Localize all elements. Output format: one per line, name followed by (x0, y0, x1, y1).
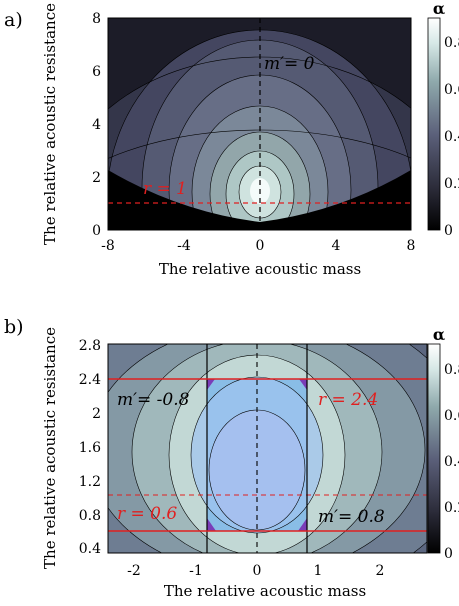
panel-a: a) m′= 0 r = 1 (4, 0, 459, 278)
panel-b: b) (4, 316, 459, 600)
panel-a-colorbar (427, 17, 441, 231)
panel-b-frame (107, 343, 428, 554)
panel-b-cb-tick: 0.6 (444, 408, 459, 424)
panel-a-xtick: 4 (332, 238, 341, 254)
panel-a-xtick: -4 (177, 238, 191, 254)
panel-a-contour-line-8 (225, 150, 295, 230)
panel-a-annotation-r1: r = 1 (143, 179, 187, 199)
panel-b-ytick: 2.4 (79, 372, 101, 388)
panel-a-annotation-m0: m′= 0 (264, 54, 315, 74)
panel-a-ylabel: The relative acoustic resistance (41, 3, 59, 245)
panel-a-cb-tick: 0.2 (444, 176, 459, 192)
panel-a-colorbar-label: α (433, 0, 445, 18)
panel-a-label: a) (4, 9, 23, 31)
panel-a-xlabel: The relative acoustic mass (159, 260, 361, 278)
panel-a-ytick: 6 (92, 64, 101, 80)
panel-b-annotation-m-minus: m′= -0.8 (117, 390, 190, 410)
panel-a-ytick: 4 (92, 117, 101, 133)
panel-a-contour-line-6 (191, 105, 329, 230)
panel-b-ytick: 0.8 (79, 508, 101, 524)
panel-b-ytick: 1.2 (79, 474, 101, 490)
panel-a-cb-tick: 0.6 (444, 82, 459, 98)
panel-b-xtick: -2 (127, 563, 141, 579)
panel-b-ytick: 1.6 (79, 440, 101, 456)
panel-a-contour-line-7 (209, 131, 311, 230)
panel-b-xtick: 2 (376, 563, 385, 579)
panel-b-xtick: 0 (253, 563, 262, 579)
panel-b-ytick: 2.8 (79, 338, 101, 354)
panel-b-xtick: 1 (314, 563, 323, 579)
panel-b-corner-mark (207, 518, 216, 531)
panel-b-cb-tick: 0.4 (444, 454, 459, 470)
panel-a-ytick: 8 (92, 11, 101, 27)
panel-b-cb-tick: 0.8 (444, 362, 459, 378)
panel-b-ytick: 0.4 (79, 541, 101, 557)
panel-b-cb-tick: 0.2 (444, 500, 459, 516)
panel-b-ytick: 2 (92, 406, 101, 422)
panel-b-corner-mark (207, 379, 215, 390)
panel-b-colorbar-label: α (433, 325, 445, 344)
panel-a-xtick: -8 (101, 238, 115, 254)
panel-a-xtick: 0 (256, 238, 265, 254)
panel-b-corner-mark (299, 379, 307, 390)
panel-b-contour-line-4 (131, 344, 383, 553)
panel-a-cb-tick: 0.8 (444, 35, 459, 51)
panel-a-xtick: 8 (407, 238, 416, 254)
panel-b-colorbar (427, 343, 441, 554)
panel-a-cb-tick: 0.4 (444, 129, 459, 145)
panel-b-contours (108, 344, 427, 553)
panel-b-label: b) (4, 316, 24, 338)
panel-b-annotation-r-lower: r = 0.6 (117, 504, 177, 524)
panel-b-annotation-r-upper: r = 2.4 (318, 390, 378, 410)
panel-a-cb-tick: 0 (444, 223, 453, 239)
panel-b-xlabel: The relative acoustic mass (164, 582, 366, 600)
panel-b-annotation-m-plus: m′= 0.8 (318, 507, 385, 527)
panel-b-cb-tick: 0 (444, 546, 453, 562)
panel-a-ytick: 0 (92, 223, 101, 239)
panel-a-dark-region (108, 170, 411, 230)
panel-a-frame (107, 17, 412, 231)
panel-a-ytick: 2 (92, 170, 101, 186)
panel-b-xtick: -1 (189, 563, 203, 579)
panel-b-contour-line-3 (108, 344, 426, 553)
panel-b-ylabel: The relative acoustic resistance (41, 327, 59, 569)
panel-b-corner-mark (298, 518, 307, 531)
panel-a-contours (108, 18, 411, 230)
